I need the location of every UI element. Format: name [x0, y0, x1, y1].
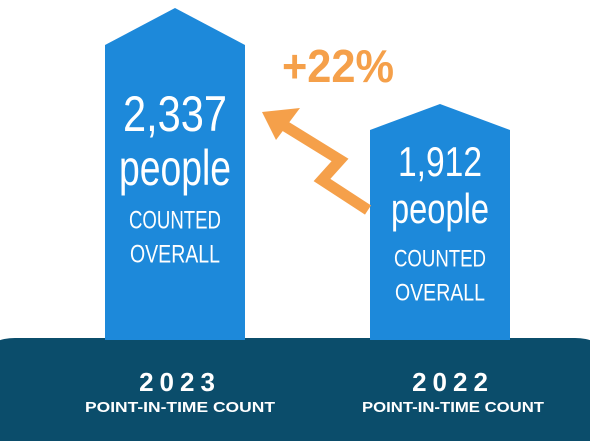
year-label: POINT-IN-TIME COUNT [362, 399, 544, 416]
growth-arrow [269, 113, 372, 215]
year: 2022 [412, 367, 494, 397]
caption: COUNTED [394, 245, 486, 272]
caption: COUNTED [129, 207, 221, 235]
bar-2022 [370, 104, 510, 340]
arrow-head [262, 108, 300, 140]
unit: people [119, 140, 231, 196]
year: 2023 [139, 367, 221, 397]
caption: OVERALL [395, 279, 485, 306]
change-label: +22% [282, 40, 394, 92]
caption: OVERALL [130, 241, 220, 269]
unit: people [391, 185, 489, 232]
bar-2023 [105, 8, 245, 340]
value: 1,912 [398, 138, 482, 185]
base-band [0, 338, 590, 441]
year-label: POINT-IN-TIME COUNT [85, 399, 275, 416]
value: 2,337 [123, 86, 227, 142]
